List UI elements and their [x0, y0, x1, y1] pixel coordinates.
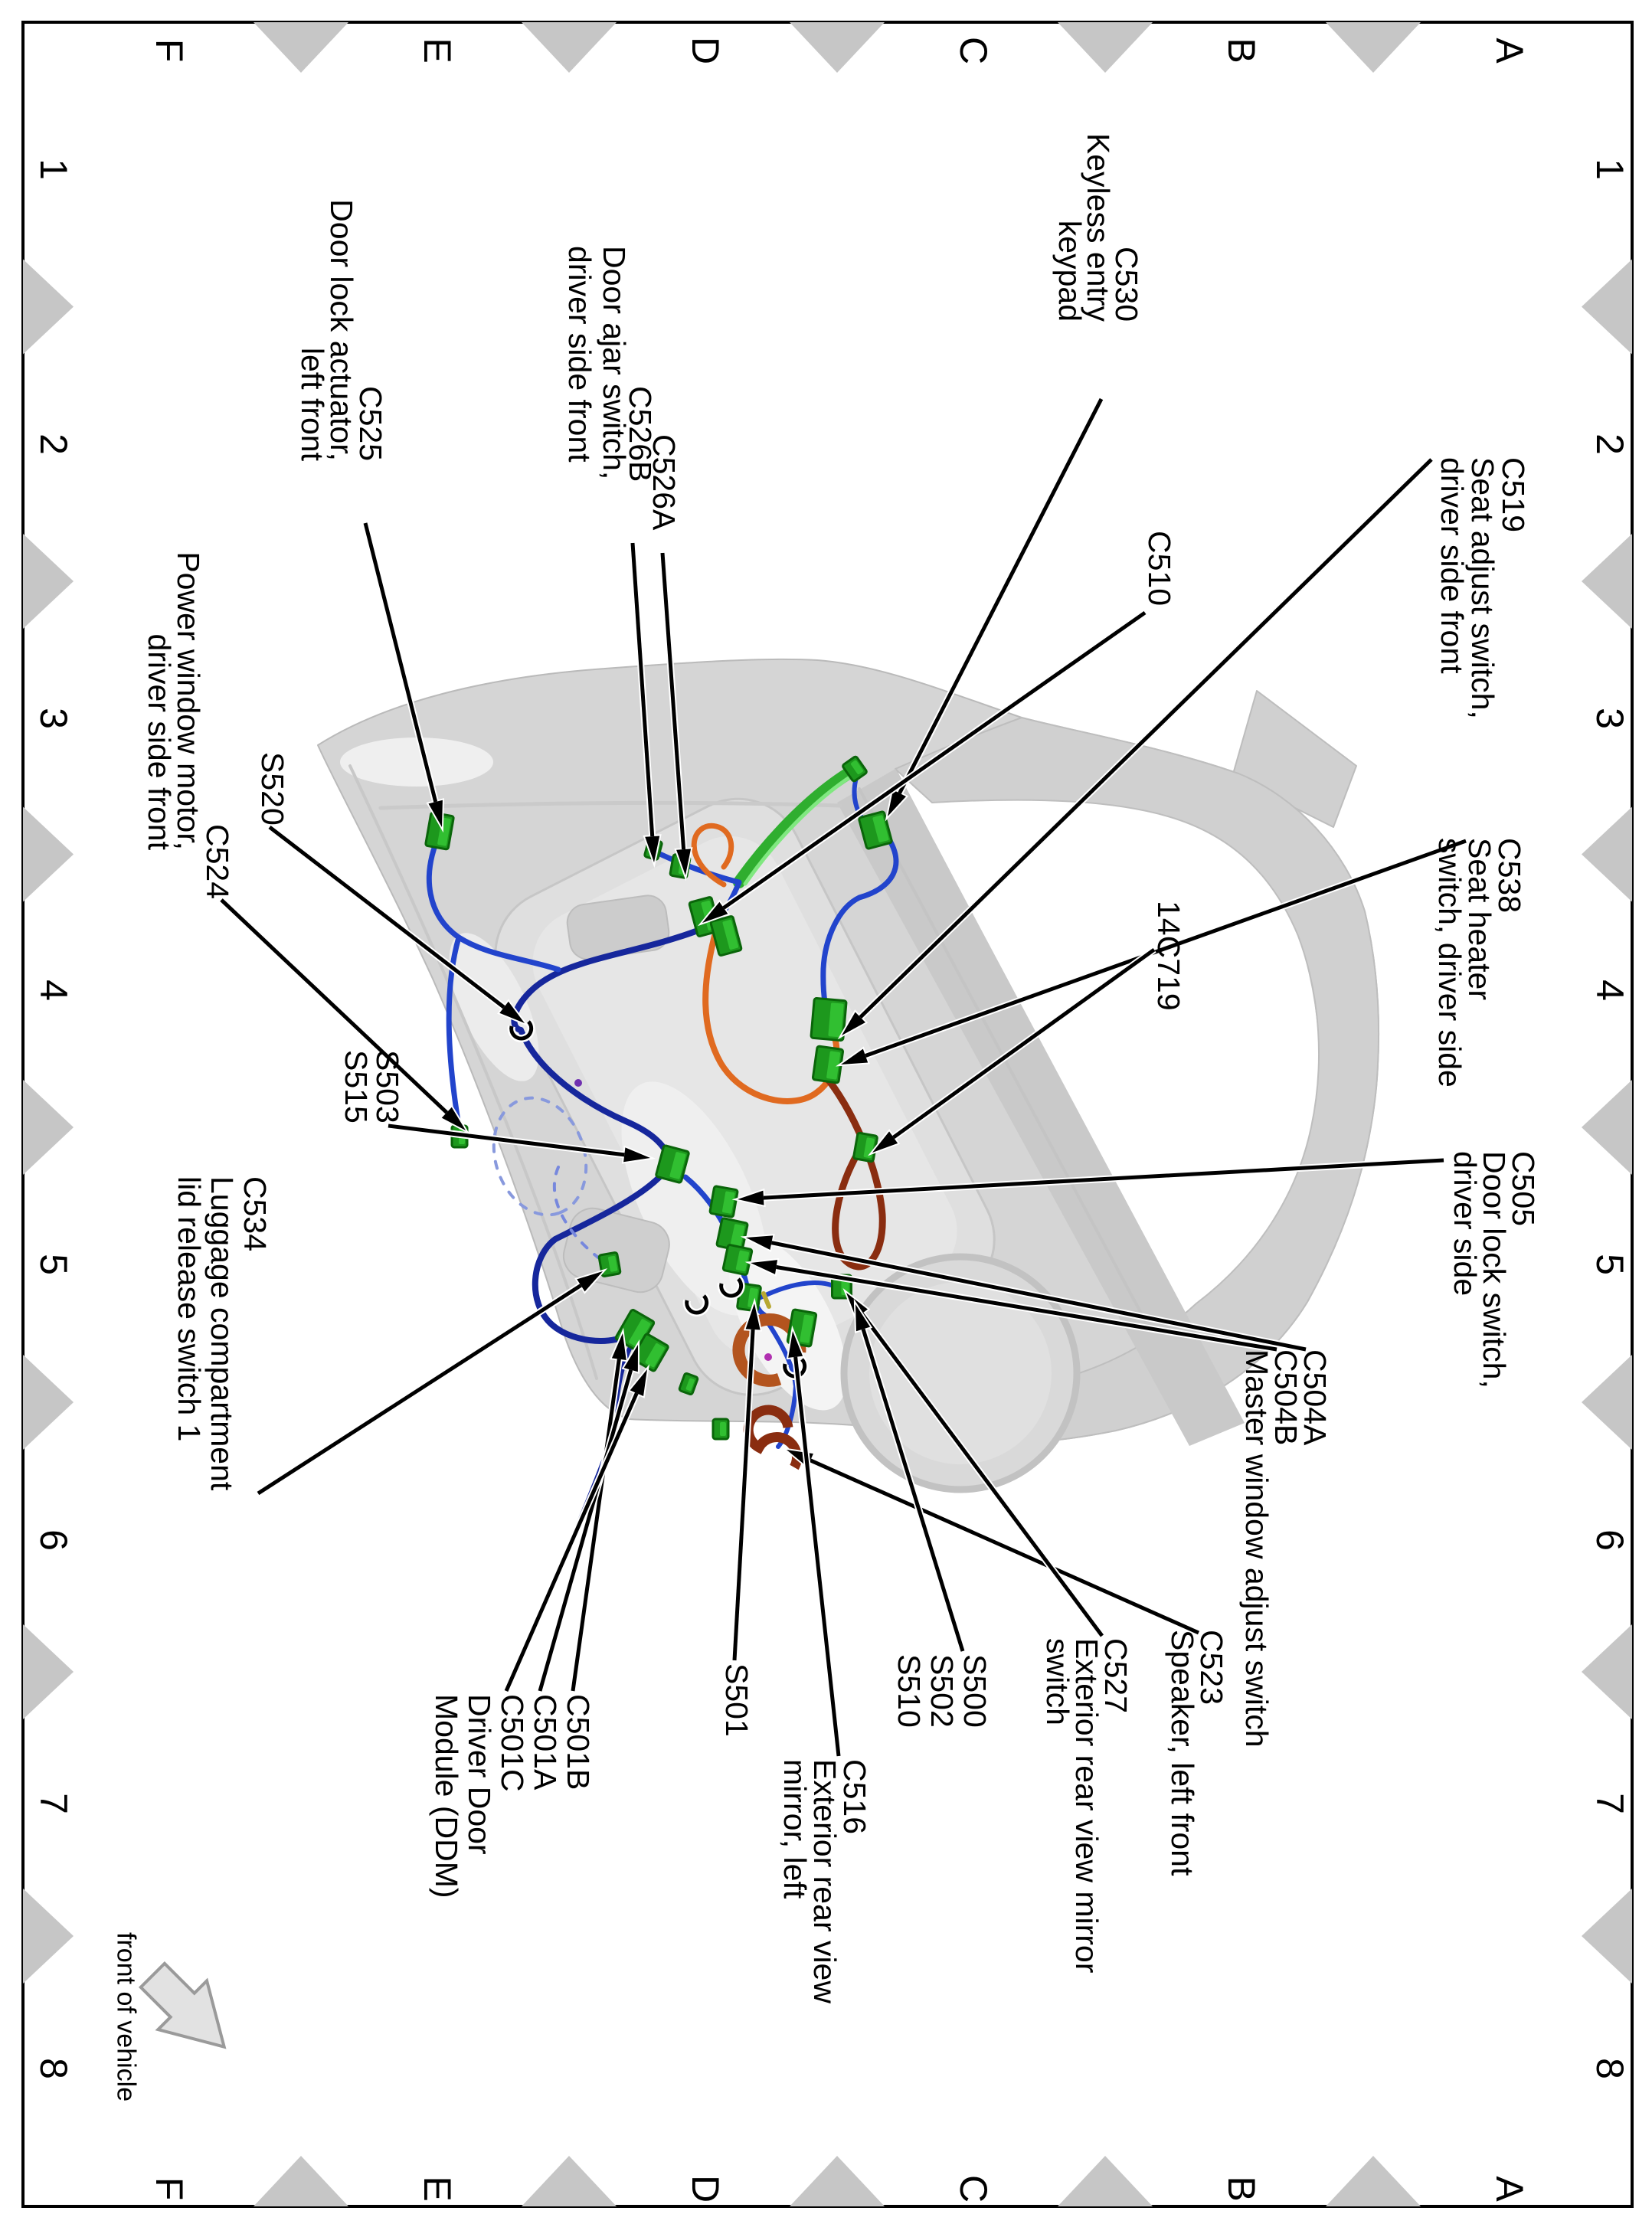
svg-text:C524: C524	[200, 824, 235, 899]
svg-text:D: D	[684, 2175, 727, 2203]
svg-text:C501C: C501C	[495, 1694, 530, 1792]
svg-text:7: 7	[1588, 1793, 1631, 1814]
svg-text:C534: C534	[237, 1176, 273, 1251]
svg-text:F: F	[148, 2177, 191, 2201]
svg-text:S501: S501	[719, 1663, 754, 1737]
svg-text:B: B	[1220, 2176, 1263, 2201]
svg-text:C526B: C526B	[623, 386, 658, 482]
svg-text:C538: C538	[1492, 838, 1527, 913]
svg-text:S500: S500	[957, 1654, 993, 1728]
svg-text:C504A: C504A	[1297, 1349, 1333, 1446]
svg-text:C516: C516	[837, 1759, 872, 1834]
svg-text:B: B	[1220, 38, 1263, 63]
svg-text:C523: C523	[1194, 1630, 1229, 1705]
svg-text:switch: switch	[1040, 1638, 1075, 1725]
svg-text:front of vehicle: front of vehicle	[111, 1932, 140, 2101]
svg-text:S520: S520	[255, 752, 290, 826]
svg-text:Exterior rear view: Exterior rear view	[807, 1759, 842, 2003]
svg-text:8: 8	[1588, 2058, 1631, 2079]
svg-text:Driver Door: Driver Door	[462, 1694, 497, 1855]
svg-text:4: 4	[1588, 980, 1631, 1001]
svg-text:keypad: keypad	[1052, 221, 1088, 322]
svg-text:5: 5	[1588, 1254, 1631, 1275]
svg-text:S515: S515	[339, 1050, 374, 1123]
svg-text:Power window motor,: Power window motor,	[171, 551, 206, 850]
svg-text:2: 2	[32, 433, 75, 455]
svg-text:7: 7	[32, 1793, 75, 1814]
svg-text:C: C	[952, 37, 995, 64]
svg-text:left front: left front	[295, 348, 330, 462]
svg-text:4: 4	[32, 980, 75, 1001]
svg-text:C525: C525	[353, 386, 388, 461]
svg-text:driver side front: driver side front	[142, 633, 177, 850]
svg-text:Door ajar switch,: Door ajar switch,	[597, 246, 632, 479]
svg-text:C: C	[952, 2175, 995, 2203]
svg-text:Seat heater: Seat heater	[1462, 838, 1497, 1000]
svg-text:3: 3	[32, 708, 75, 729]
svg-text:C501A: C501A	[528, 1694, 563, 1791]
svg-text:Luggage compartment: Luggage compartment	[204, 1176, 240, 1491]
svg-text:S510: S510	[891, 1654, 927, 1728]
svg-text:8: 8	[32, 2058, 75, 2079]
svg-text:driver side front: driver side front	[562, 246, 597, 463]
svg-text:14C719: 14C719	[1151, 901, 1186, 1011]
svg-text:A: A	[1488, 2176, 1531, 2202]
svg-text:Exterior rear view mirror: Exterior rear view mirror	[1069, 1638, 1104, 1973]
svg-text:driver side: driver side	[1448, 1151, 1483, 1296]
svg-text:D: D	[684, 37, 727, 64]
svg-text:Module (DDM): Module (DDM)	[429, 1694, 464, 1899]
svg-text:C504B: C504B	[1268, 1349, 1304, 1445]
svg-text:Door lock actuator,: Door lock actuator,	[324, 199, 359, 461]
svg-text:switch, driver side: switch, driver side	[1432, 838, 1467, 1087]
svg-text:Keyless entry: Keyless entry	[1081, 133, 1116, 322]
svg-text:S503: S503	[370, 1050, 405, 1123]
svg-text:driver side front: driver side front	[1434, 457, 1470, 674]
svg-text:1: 1	[32, 159, 75, 180]
svg-text:C526A: C526A	[646, 434, 682, 531]
svg-text:lid release switch 1: lid release switch 1	[172, 1176, 207, 1441]
svg-text:A: A	[1488, 38, 1531, 64]
svg-text:6: 6	[1588, 1529, 1631, 1551]
svg-text:S502: S502	[924, 1654, 960, 1728]
svg-text:C510: C510	[1142, 531, 1177, 606]
svg-text:E: E	[416, 2176, 459, 2201]
svg-text:C519: C519	[1496, 457, 1531, 532]
svg-text:mirror, left: mirror, left	[777, 1759, 813, 1899]
svg-text:E: E	[416, 38, 459, 63]
svg-text:Master window adjust switch: Master window adjust switch	[1239, 1349, 1274, 1748]
svg-text:Seat adjust switch,: Seat adjust switch,	[1465, 457, 1500, 719]
svg-text:3: 3	[1588, 708, 1631, 729]
svg-text:C505: C505	[1506, 1151, 1541, 1226]
svg-text:2: 2	[1588, 433, 1631, 455]
svg-text:Door lock switch,: Door lock switch,	[1477, 1151, 1512, 1388]
svg-text:C530: C530	[1109, 247, 1144, 322]
svg-text:C527: C527	[1098, 1638, 1134, 1713]
svg-text:5: 5	[32, 1254, 75, 1275]
svg-text:Speaker, left front: Speaker, left front	[1165, 1630, 1200, 1876]
svg-text:6: 6	[32, 1529, 75, 1551]
svg-text:1: 1	[1588, 159, 1631, 180]
svg-text:F: F	[148, 39, 191, 63]
svg-text:C501B: C501B	[561, 1694, 596, 1790]
